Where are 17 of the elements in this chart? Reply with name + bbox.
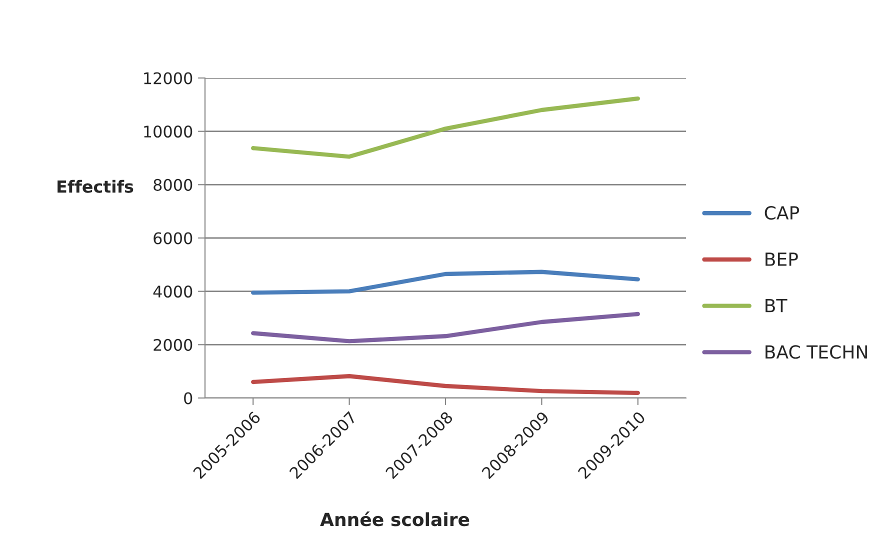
y-tick-label: 10000 xyxy=(144,126,192,138)
legend-label: BAC TECHN xyxy=(766,345,867,359)
line-series xyxy=(251,96,640,159)
line-series xyxy=(251,270,640,295)
y-tick-label: 6000 xyxy=(154,232,192,244)
y-tick-label: 8000 xyxy=(154,178,192,191)
line-series xyxy=(251,374,640,396)
y-tick-label: 12000 xyxy=(144,72,192,84)
legend-label: BEP xyxy=(766,252,798,266)
y-tick-label: 2000 xyxy=(154,338,192,351)
legend-label: CAP xyxy=(764,206,800,220)
y-axis-title: Effectifs xyxy=(58,180,134,193)
legend-label: BT xyxy=(766,299,788,312)
line-series xyxy=(251,312,640,344)
y-tick-label: 0 xyxy=(184,392,192,404)
x-axis-title: Année scolaire xyxy=(320,512,470,526)
y-tick-label: 4000 xyxy=(153,286,192,298)
